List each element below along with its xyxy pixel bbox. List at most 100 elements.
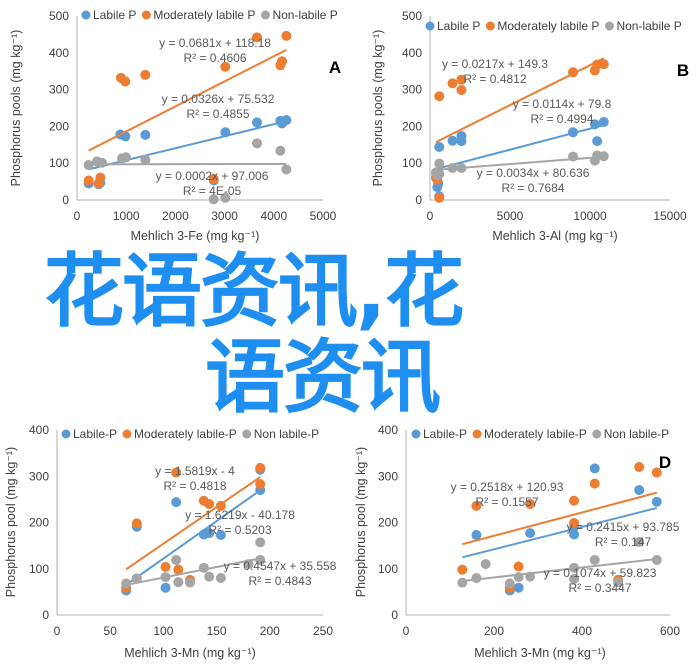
- y-tick-label: 0: [391, 608, 398, 622]
- trend-equation: y = 0.2415x + 93.785: [567, 520, 680, 534]
- x-tick-label: 0: [403, 624, 410, 638]
- panel-label: A: [329, 58, 341, 77]
- trend-equation: y = 1.5819x - 4: [155, 464, 235, 478]
- y-tick-label: 100: [402, 156, 422, 170]
- trendline: [125, 557, 261, 586]
- x-axis-label: Mehlich 3-Mn (mg kg⁻¹): [474, 646, 606, 660]
- trendline: [125, 489, 261, 586]
- x-tick-label: 100: [153, 624, 173, 638]
- trend-r-squared: R² = 0.7684: [501, 181, 564, 195]
- y-tick-label: 200: [402, 119, 422, 133]
- y-tick-label: 0: [42, 608, 49, 622]
- data-point: [525, 499, 536, 509]
- panel-label: B: [677, 61, 689, 80]
- trend-r-squared: R² = 0.4855: [186, 107, 249, 121]
- data-point: [471, 573, 482, 583]
- data-point: [204, 499, 215, 509]
- panel-label: D: [659, 453, 671, 472]
- y-tick-label: 0: [415, 193, 422, 207]
- data-point: [255, 479, 266, 490]
- y-tick-label: 300: [402, 83, 422, 97]
- data-point: [83, 175, 94, 186]
- data-point: [634, 462, 645, 472]
- legend-marker: [122, 429, 132, 439]
- data-point: [651, 496, 662, 507]
- data-point: [434, 168, 445, 179]
- data-point: [208, 174, 219, 185]
- legend-label: Non labile-P: [254, 427, 319, 441]
- data-point: [220, 127, 231, 138]
- data-point: [173, 577, 184, 588]
- data-point: [160, 572, 171, 583]
- trend-equation: y = 0.0326x + 75.532: [162, 92, 275, 106]
- trend-equation: y = 1.6219x - 40.178: [185, 508, 295, 522]
- data-point: [171, 554, 182, 565]
- data-point: [208, 194, 219, 205]
- x-tick-label: 0: [427, 209, 434, 223]
- data-point: [513, 582, 524, 593]
- data-point: [471, 500, 482, 511]
- data-point: [121, 152, 132, 163]
- data-point: [568, 67, 579, 78]
- data-point: [220, 192, 231, 203]
- y-tick-label: 200: [29, 516, 49, 530]
- legend-marker: [242, 429, 252, 439]
- legend-label: Labile-P: [73, 427, 117, 441]
- trend-r-squared: R² = 0.3447: [568, 581, 631, 595]
- trend-r-squared: R² = 0.4843: [248, 574, 311, 588]
- y-axis-label: Phosphorus pool (mg kg⁻¹): [4, 447, 18, 597]
- data-point: [598, 59, 609, 70]
- x-tick-label: 4000: [260, 209, 287, 223]
- data-point: [160, 561, 171, 572]
- data-point: [121, 578, 132, 589]
- data-point: [204, 571, 215, 582]
- trend-r-squared: R² = 0.4812: [463, 72, 526, 86]
- x-tick-label: 5000: [310, 209, 337, 223]
- x-tick-label: 200: [484, 624, 504, 638]
- legend-label: Non-labile P: [616, 19, 681, 33]
- data-point: [252, 117, 263, 128]
- legend-label: Labile-P: [423, 427, 467, 441]
- data-point: [83, 160, 94, 171]
- data-point: [281, 115, 292, 126]
- data-point: [140, 154, 151, 165]
- legend-marker: [604, 21, 614, 31]
- trend-r-squared: R² = 4E-05: [183, 184, 242, 198]
- y-tick-label: 300: [29, 469, 49, 483]
- trendline: [462, 506, 658, 559]
- legend-label: Moderately labile-P: [484, 427, 587, 441]
- trend-equation: y = 0.0034x + 80.636: [477, 166, 590, 180]
- data-point: [160, 582, 171, 593]
- data-point: [255, 554, 266, 565]
- x-tick-label: 50: [104, 624, 118, 638]
- trend-equation: y = 0.2518x + 120.93: [451, 480, 564, 494]
- data-point: [281, 30, 292, 41]
- data-point: [198, 562, 209, 573]
- legend-marker: [61, 429, 71, 439]
- data-point: [447, 162, 458, 173]
- trend-equation: y = 0.0681x + 118.18: [159, 36, 271, 50]
- x-tick-label: 250: [313, 624, 333, 638]
- data-point: [651, 554, 662, 565]
- data-point: [447, 135, 458, 146]
- x-tick-label: 1000: [113, 209, 140, 223]
- data-point: [215, 529, 226, 540]
- data-point: [275, 145, 286, 156]
- legend-label: Moderately labile-P: [134, 427, 237, 441]
- data-point: [568, 151, 579, 162]
- trendline: [88, 48, 287, 152]
- data-point: [215, 573, 226, 583]
- data-point: [456, 84, 467, 95]
- y-tick-label: 400: [378, 423, 398, 437]
- legend-label: Non-labile P: [272, 8, 337, 22]
- data-point: [568, 127, 579, 138]
- data-point: [171, 497, 182, 508]
- data-point: [471, 529, 482, 540]
- data-point: [457, 564, 468, 575]
- data-point: [569, 529, 580, 540]
- data-point: [281, 164, 292, 175]
- data-point: [592, 136, 603, 147]
- legend-label: Non labile-P: [604, 427, 669, 441]
- legend-marker: [81, 10, 91, 20]
